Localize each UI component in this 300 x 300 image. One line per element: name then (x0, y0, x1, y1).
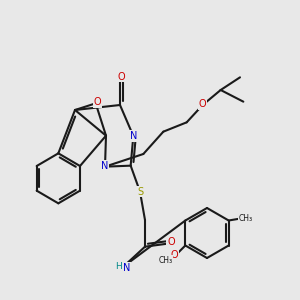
Text: CH₃: CH₃ (238, 214, 253, 223)
Text: N: N (130, 131, 137, 141)
Text: S: S (137, 187, 143, 197)
Text: N: N (101, 161, 109, 171)
Text: O: O (93, 97, 101, 107)
Text: CH₃: CH₃ (158, 256, 172, 265)
Text: O: O (170, 250, 178, 260)
Text: O: O (117, 72, 125, 82)
Text: H: H (115, 262, 122, 271)
Text: N: N (123, 263, 130, 273)
Text: O: O (199, 99, 206, 109)
Text: O: O (167, 237, 175, 247)
